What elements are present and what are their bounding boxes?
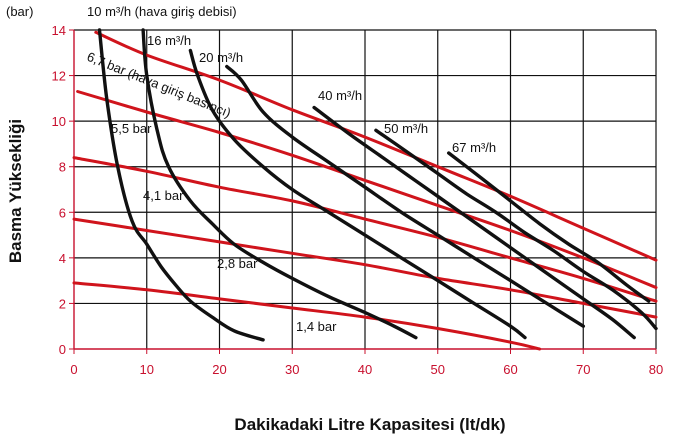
x-tick-label: 20 [212,362,226,377]
air-flow-label: 40 m³/h [318,88,362,103]
air-pressure-line [72,156,658,303]
air-flow-curve [225,64,585,328]
air-flow-curve [188,48,527,340]
y-unit-label: (bar) [6,4,33,19]
x-tick-label: 80 [649,362,663,377]
air-pressure-lines [72,30,658,351]
y-tick-label: 12 [52,69,66,84]
air-flow-curve [141,28,418,340]
y-tick-label: 6 [59,205,66,220]
x-tick-label: 30 [285,362,299,377]
tick-labels: 0 10 20 30 40 50 60 70 80 0 2 4 6 8 10 12 14 [52,23,664,377]
air-pressure-line [72,281,542,351]
air-pressure-line [94,30,658,262]
y-tick-label: 14 [52,23,66,38]
x-tick-label: 10 [140,362,154,377]
air-flow-curve [447,151,651,303]
air-pressure-label: 4,1 bar [143,188,184,203]
air-flow-curve [97,28,265,342]
air-flow-label: 16 m³/h [147,33,191,48]
axes [69,29,657,354]
air-pressure-label: 2,8 bar [217,256,258,271]
x-tick-label: 50 [431,362,445,377]
air-pressure-line [76,90,658,289]
air-flow-label: 50 m³/h [384,121,428,136]
x-tick-label: 0 [70,362,77,377]
air-flow-label: 10 m³/h (hava giriş debisi) [87,4,237,19]
air-pressure-label: 1,4 bar [296,319,337,334]
x-tick-label: 70 [576,362,590,377]
y-tick-label: 8 [59,160,66,175]
air-flow-curve [374,128,658,331]
air-flow-label: 20 m³/h [199,50,243,65]
y-tick-label: 10 [52,114,66,129]
y-tick-label: 4 [59,251,66,266]
y-tick-label: 2 [59,296,66,311]
air-flow-label: 67 m³/h [452,140,496,155]
air-pressure-label: 5,5 bar [111,121,152,136]
air-pressure-line [72,217,658,319]
air-flow-curve [312,105,636,340]
y-axis-title: Basma Yüksekliği [6,119,25,263]
x-axis-title: Dakikadaki Litre Kapasitesi (lt/dk) [234,415,505,434]
air-flow-lines [97,28,658,342]
grid [74,29,657,349]
x-tick-label: 40 [358,362,372,377]
x-tick-label: 60 [503,362,517,377]
y-tick-label: 0 [59,342,66,357]
